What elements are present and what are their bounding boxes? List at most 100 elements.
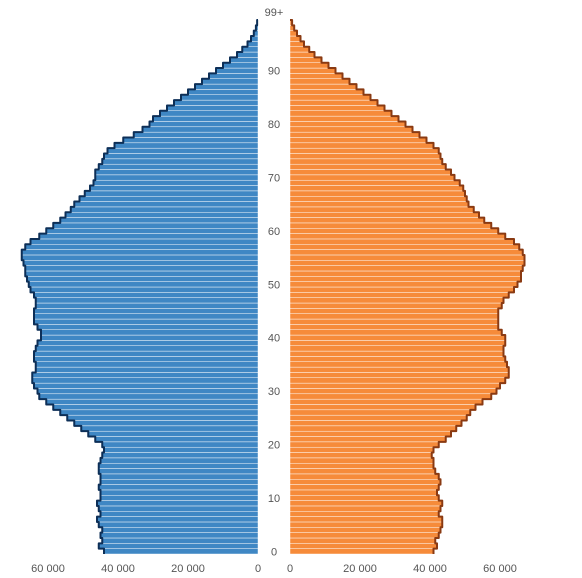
bar-right-age-75	[289, 147, 439, 154]
bar-left-age-73	[102, 158, 259, 165]
bar-left-age-55	[21, 254, 259, 261]
bar-right-age-5	[289, 521, 443, 528]
age-tick-label: 20	[268, 440, 280, 452]
bar-right-age-39	[289, 340, 506, 346]
age-tick-label: 0	[271, 546, 277, 558]
bar-right-age-45	[289, 308, 499, 314]
bar-right-age-59	[289, 233, 506, 240]
bar-right-age-6	[289, 516, 443, 523]
bar-right-age-76	[289, 142, 434, 149]
bar-left-age-87	[194, 83, 259, 90]
bar-left-age-28	[46, 398, 259, 405]
bar-right-age-1	[289, 543, 438, 549]
bar-right-age-72	[289, 163, 446, 170]
bar-left-age-84	[173, 99, 259, 106]
bar-left-age-40	[40, 334, 259, 341]
bar-left-age-31	[33, 382, 259, 389]
bar-left-age-61	[53, 222, 259, 229]
bar-left-age-75	[107, 147, 259, 154]
bar-left-age-34	[35, 366, 259, 373]
bar-right-age-46	[289, 302, 502, 309]
bar-right-age-74	[289, 153, 441, 160]
bar-left-age-74	[103, 153, 259, 160]
bar-right-age-52	[289, 270, 522, 277]
bar-right-age-65	[289, 201, 469, 208]
bar-left-age-1	[98, 543, 259, 549]
bar-right-age-61	[289, 222, 492, 229]
bar-left-age-77	[123, 137, 259, 144]
age-tick-label: 40	[268, 333, 280, 345]
bar-right-age-11	[289, 489, 438, 496]
bar-left-age-14	[100, 473, 259, 480]
bar-right-age-31	[289, 382, 501, 389]
bar-right-age-49	[289, 286, 515, 293]
bar-left-age-8	[98, 505, 259, 512]
bar-right-age-0	[289, 548, 434, 555]
bar-left-age-47	[35, 297, 259, 304]
left-series	[21, 19, 259, 555]
bar-right-age-80	[289, 121, 406, 128]
bar-left-age-56	[21, 249, 259, 256]
bar-left-age-44	[33, 313, 259, 320]
bar-left-age-86	[187, 89, 259, 95]
age-tick-label: 10	[268, 493, 280, 505]
right-value-tick-label: 0	[287, 563, 293, 575]
bar-right-age-89	[289, 73, 343, 79]
bar-left-age-27	[53, 404, 259, 411]
bar-left-age-49	[30, 286, 259, 293]
bar-right-age-29	[289, 393, 492, 400]
bar-right-age-18	[289, 452, 432, 459]
bar-right-age-67	[289, 190, 466, 197]
bar-left-age-46	[35, 302, 259, 309]
bar-left-age-39	[37, 340, 259, 346]
bar-right-age-69	[289, 179, 460, 186]
bar-left-age-81	[152, 115, 259, 122]
bar-left-age-35	[35, 361, 259, 368]
bar-left-age-57	[25, 244, 259, 250]
bar-right-age-15	[289, 468, 436, 475]
bar-left-age-64	[70, 206, 259, 213]
right-value-tick-label: 40 000	[413, 563, 447, 575]
bar-left-age-80	[149, 121, 259, 128]
left-value-tick-label: 20 000	[171, 563, 205, 575]
bar-left-age-2	[102, 537, 259, 544]
bar-left-age-17	[100, 457, 259, 464]
bar-right-age-50	[289, 281, 518, 288]
bar-left-age-9	[96, 500, 259, 507]
right-outline	[290, 19, 526, 554]
bar-right-age-51	[289, 276, 522, 282]
bar-left-age-33	[32, 372, 259, 379]
bar-left-age-4	[102, 527, 259, 533]
bar-left-age-36	[33, 356, 259, 362]
bar-left-age-82	[159, 110, 259, 117]
bar-left-age-15	[98, 468, 259, 475]
bar-left-age-88	[201, 78, 259, 85]
bar-left-age-7	[100, 511, 259, 517]
bar-right-age-41	[289, 329, 502, 336]
age-tick-label: 70	[268, 173, 280, 185]
bar-right-age-83	[289, 105, 385, 112]
bar-right-age-34	[289, 366, 509, 373]
bar-left-age-42	[37, 324, 259, 330]
bar-right-age-9	[289, 500, 443, 507]
bar-left-age-43	[33, 318, 259, 325]
bar-right-age-19	[289, 446, 434, 453]
bar-right-age-84	[289, 99, 378, 106]
bar-right-age-56	[289, 249, 523, 256]
bar-left-age-23	[81, 425, 259, 432]
bar-right-age-2	[289, 537, 436, 544]
bar-left-age-54	[23, 260, 259, 266]
left-outline	[20, 19, 259, 554]
bar-right-age-66	[289, 195, 467, 202]
bar-left-age-41	[40, 329, 259, 336]
age-tick-label: 99+	[265, 7, 284, 19]
bar-left-age-79	[142, 126, 259, 133]
bar-right-age-70	[289, 174, 455, 181]
bar-left-age-76	[114, 142, 259, 149]
bar-left-age-59	[39, 233, 259, 240]
bar-right-age-14	[289, 473, 439, 480]
value-axis: 0 20 000 40 000 60 000 0 20 000 40 000 60 000	[31, 563, 517, 575]
bar-left-age-29	[39, 393, 259, 400]
right-value-tick-label: 20 000	[343, 563, 377, 575]
